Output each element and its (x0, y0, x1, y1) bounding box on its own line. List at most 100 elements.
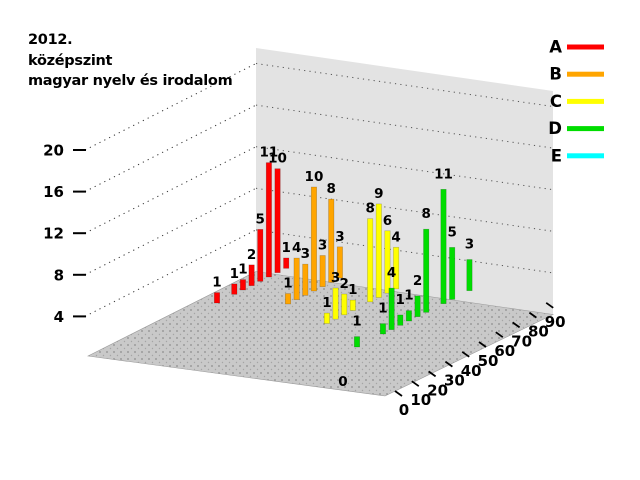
bar (214, 292, 221, 304)
x-tick-label: 20 (427, 381, 448, 399)
bar (293, 257, 300, 300)
bar-value-label: 3 (331, 270, 340, 286)
legend-item-A: A (549, 38, 604, 57)
bar-value-label: 1 (238, 262, 247, 278)
bar-value-label: 1 (378, 301, 387, 317)
bar-value-label: 11 (260, 145, 279, 161)
x-tick-label: 90 (545, 313, 566, 331)
legend-swatch (567, 153, 604, 159)
x-tick-label: 10 (410, 391, 431, 409)
z-gridline-left (84, 146, 257, 234)
z-tick-label: 12 (43, 225, 64, 243)
bar-value-label: 8 (421, 206, 430, 222)
bar (423, 228, 430, 313)
bar-value-label: 4 (292, 240, 301, 256)
bar (375, 203, 382, 298)
bar-value-label: 1 (322, 295, 331, 311)
bar (449, 247, 456, 300)
bar (283, 257, 290, 269)
bar (466, 259, 473, 292)
x-tick-label: 60 (494, 342, 515, 360)
z-gridline-left (84, 187, 257, 276)
x-tick-label: 30 (444, 372, 465, 390)
bar (336, 246, 343, 279)
bar-value-label: 1 (281, 240, 290, 256)
bar (367, 218, 374, 303)
bar (397, 314, 404, 326)
legend-label: E (551, 146, 562, 165)
bar (265, 162, 272, 278)
x-tick (495, 331, 504, 338)
bar (257, 229, 264, 282)
z-tick-label: 20 (43, 142, 64, 160)
bar (323, 312, 330, 324)
legend-swatch (567, 98, 604, 104)
legend-swatch (567, 44, 604, 50)
bar-value-label: 5 (256, 211, 265, 227)
bar (274, 168, 281, 273)
bar-value-label: 10 (305, 169, 324, 185)
x-tick (394, 390, 403, 397)
bar (248, 264, 255, 286)
bar (239, 279, 246, 291)
legend-label: A (549, 38, 562, 57)
bar-value-label: 2 (413, 273, 422, 289)
chart-title-line-3: magyar nyelv és irodalom (28, 73, 233, 89)
z-gridline-left (84, 104, 257, 193)
bar-value-label: 1 (283, 276, 292, 292)
series-E: 0 (338, 374, 347, 390)
bar-value-label: 2 (247, 247, 256, 263)
legend-swatch (567, 126, 604, 132)
bar (310, 186, 317, 292)
bar (332, 287, 339, 320)
x-tick (478, 341, 487, 348)
bar-value-label: 1 (230, 266, 239, 282)
bar-value-label: 3 (465, 237, 474, 253)
bar (302, 263, 309, 296)
x-tick-label: 70 (511, 332, 532, 350)
bar-value-label: 8 (365, 201, 374, 217)
legend-item-B: B (549, 65, 604, 84)
chart-title-line-2: középszint (28, 52, 113, 69)
bar (379, 323, 386, 335)
x-tick (428, 370, 437, 378)
legend-item-D: D (548, 119, 604, 138)
legend-label: B (549, 65, 562, 84)
x-tick (411, 380, 420, 387)
bar-value-label: 0 (338, 374, 347, 390)
x-tick-label: 0 (399, 401, 409, 419)
x-tick (545, 302, 554, 309)
bar-value-label: 3 (318, 237, 327, 253)
bar-value-label: 3 (335, 229, 344, 245)
x-tick (528, 311, 537, 319)
bar-value-label: 4 (387, 265, 396, 281)
bar (388, 287, 395, 330)
bar (384, 230, 391, 294)
bar (319, 255, 326, 287)
bar (393, 246, 400, 290)
chart-title: 2012. középszint magyar nyelv és irodalo… (28, 30, 233, 92)
bar-value-label: 2 (339, 276, 348, 292)
z-tick-label: 16 (43, 183, 64, 201)
x-tick-label: 80 (528, 323, 549, 341)
chart-title-line-1: 2012. (28, 32, 73, 48)
x-tick (512, 321, 521, 329)
legend-label: C (550, 92, 562, 111)
back-wall (256, 48, 553, 315)
x-tick (461, 351, 470, 358)
legend-swatch (567, 71, 604, 77)
bar-value-label: 6 (383, 213, 392, 229)
bar (349, 299, 356, 311)
x-tick (444, 360, 453, 368)
bar (341, 293, 348, 316)
bar (231, 283, 238, 295)
bar (440, 189, 447, 305)
bar (284, 293, 291, 305)
bar-value-label: 1 (404, 288, 413, 304)
